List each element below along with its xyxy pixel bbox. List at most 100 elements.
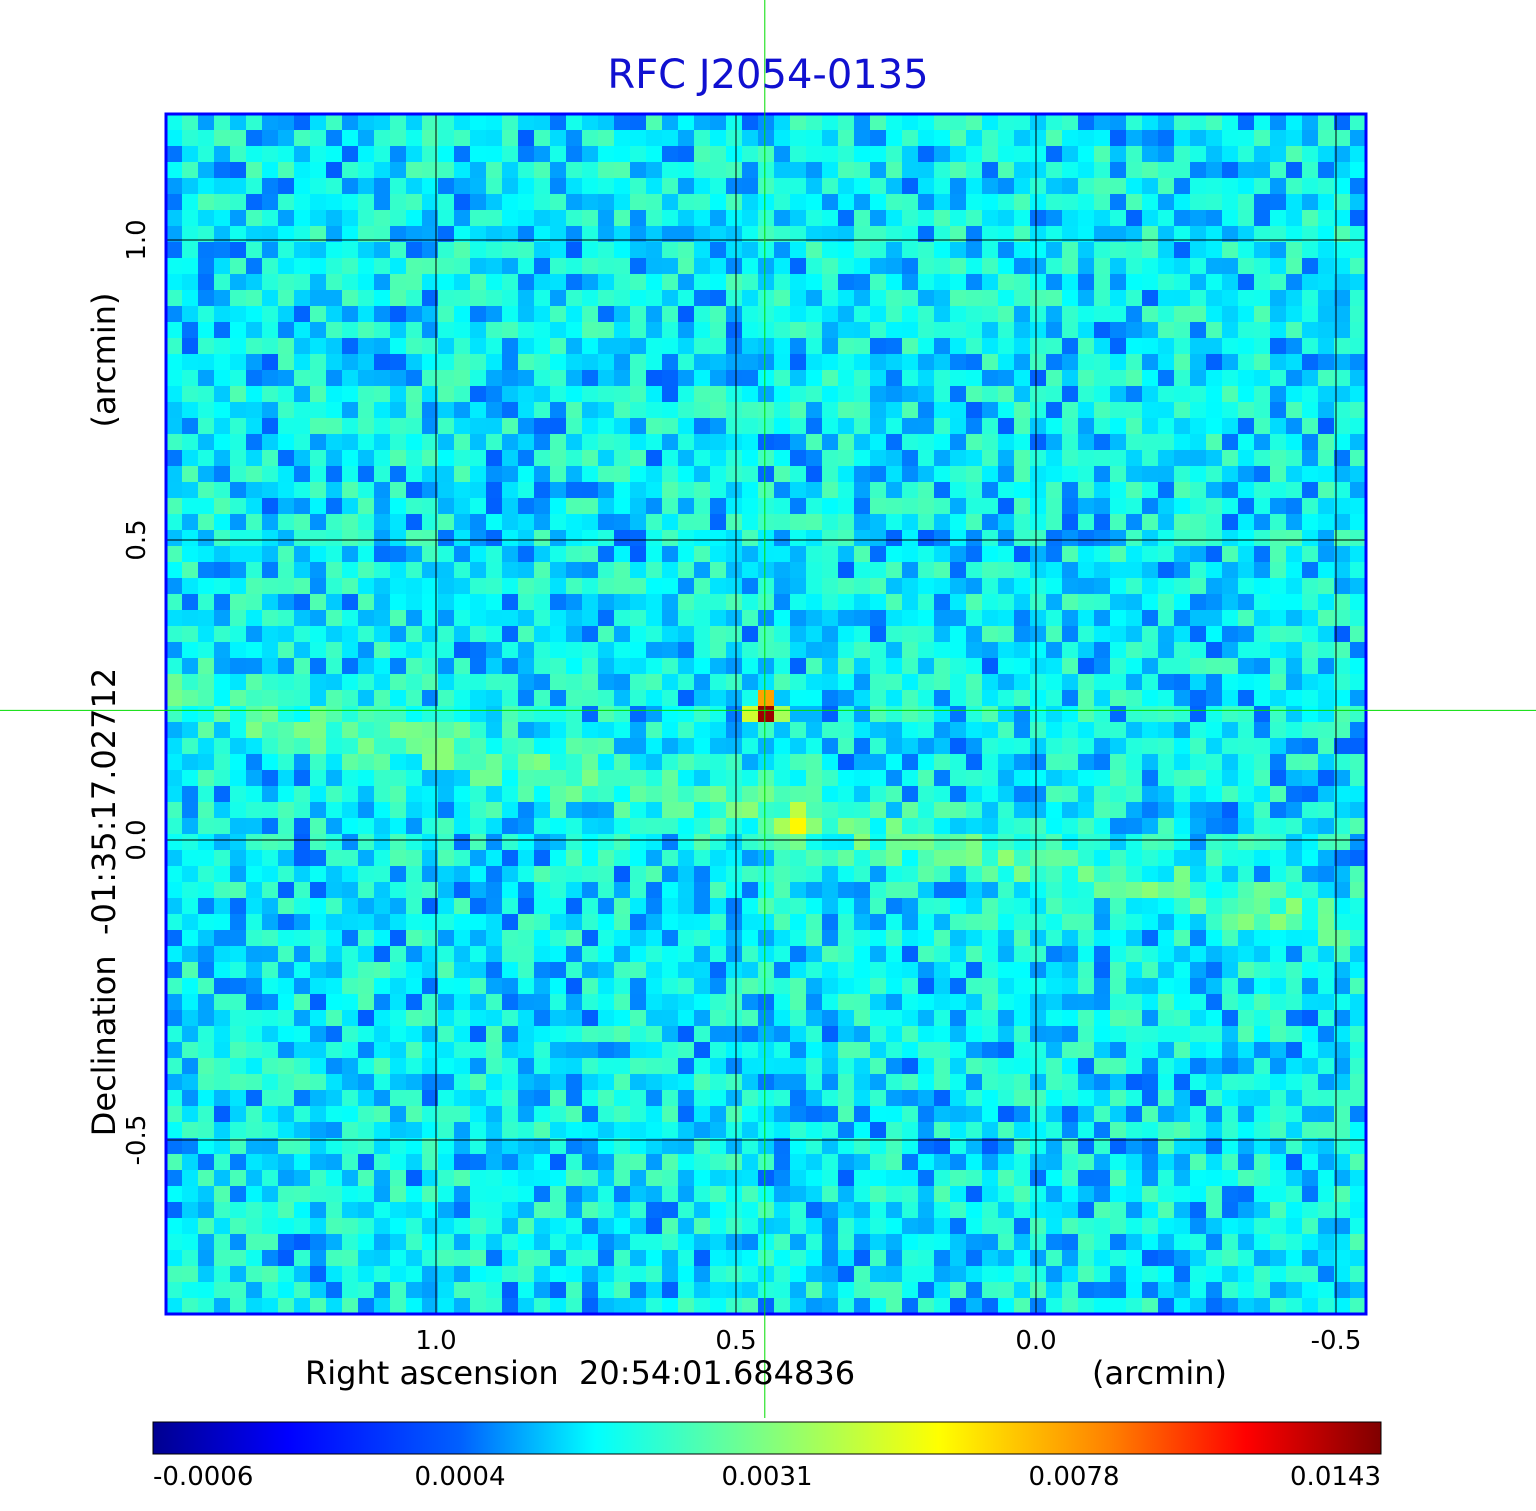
heatmap-cell [598,1058,615,1075]
heatmap-cell [614,674,631,691]
heatmap-cell [710,130,727,147]
heatmap-cell [182,242,199,259]
heatmap-cell [422,210,439,227]
heatmap-cell [1110,1074,1127,1091]
heatmap-cell [1142,898,1159,915]
heatmap-cell [1270,1106,1287,1123]
heatmap-cell [1302,578,1319,595]
heatmap-cell [198,530,215,547]
heatmap-cell [582,162,599,179]
heatmap-cell [1094,786,1111,803]
heatmap-cell [1158,594,1175,611]
heatmap-cell [294,882,311,899]
heatmap-cell [774,658,791,675]
heatmap-cell [1190,914,1207,931]
heatmap-cell [662,1090,679,1107]
heatmap-cell [662,802,679,819]
heatmap-cell [646,898,663,915]
heatmap-cell [374,610,391,627]
heatmap-cell [966,818,983,835]
heatmap-cell [1334,1026,1351,1043]
heatmap-cell [550,370,567,387]
heatmap-cell [1030,978,1047,995]
heatmap-cell [486,418,503,435]
heatmap-cell [550,866,567,883]
heatmap-cell [886,370,903,387]
heatmap-cell [246,226,263,243]
heatmap-cell [982,514,999,531]
heatmap-cell [502,1026,519,1043]
heatmap-cell [278,802,295,819]
heatmap-cell [230,818,247,835]
heatmap-cell [166,514,183,531]
heatmap-cell [518,274,535,291]
heatmap-cell [1158,226,1175,243]
heatmap-cell [294,658,311,675]
heatmap-cell [278,546,295,563]
heatmap-cell [582,194,599,211]
heatmap-cell [1318,834,1335,851]
heatmap-cell [390,466,407,483]
heatmap-cell [614,1058,631,1075]
heatmap-cell [358,1122,375,1139]
heatmap-cell [358,274,375,291]
heatmap-cell [1334,1154,1351,1171]
heatmap-cell [1286,370,1303,387]
heatmap-cell [582,898,599,915]
heatmap-cell [374,338,391,355]
heatmap-cell [358,322,375,339]
heatmap-cell [870,450,887,467]
heatmap-cell [630,930,647,947]
heatmap-cell [1286,642,1303,659]
heatmap-cell [1110,786,1127,803]
heatmap-cell [742,338,759,355]
heatmap-cell [726,562,743,579]
heatmap-cell [822,562,839,579]
heatmap-cell [934,818,951,835]
heatmap-cell [1110,178,1127,195]
heatmap-cell [310,1122,327,1139]
heatmap-cell [1046,306,1063,323]
heatmap-cell [1158,258,1175,275]
heatmap-cell [998,210,1015,227]
heatmap-cell [1254,530,1271,547]
heatmap-cell [454,994,471,1011]
heatmap-cell [758,482,775,499]
heatmap-cell [758,626,775,643]
heatmap-cell [1222,914,1239,931]
heatmap-cell [1094,226,1111,243]
heatmap-cell [1094,882,1111,899]
heatmap-cell [662,930,679,947]
heatmap-cell [454,642,471,659]
heatmap-cell [294,162,311,179]
heatmap-cell [566,978,583,995]
heatmap-cell [614,1138,631,1155]
heatmap-cell [902,226,919,243]
heatmap-cell [582,482,599,499]
heatmap-cell [854,434,871,451]
heatmap-cell [1078,210,1095,227]
heatmap-cell [726,1154,743,1171]
heatmap-cell [342,994,359,1011]
heatmap-cell [566,594,583,611]
heatmap-cell [374,530,391,547]
heatmap-cell [550,514,567,531]
heatmap-cell [1254,1026,1271,1043]
heatmap-cell [1030,562,1047,579]
heatmap-cell [1318,418,1335,435]
heatmap-cell [534,434,551,451]
heatmap-cell [1030,834,1047,851]
heatmap-cell [726,322,743,339]
heatmap-cell [1286,354,1303,371]
heatmap-cell [566,658,583,675]
heatmap-cell [710,466,727,483]
heatmap-cell [1078,594,1095,611]
heatmap-cell [182,450,199,467]
heatmap-cell [758,530,775,547]
heatmap-cell [566,322,583,339]
heatmap-cell [1350,898,1367,915]
heatmap-cell [534,482,551,499]
heatmap-cell [262,418,279,435]
heatmap-cell [1318,930,1335,947]
heatmap-cell [358,610,375,627]
